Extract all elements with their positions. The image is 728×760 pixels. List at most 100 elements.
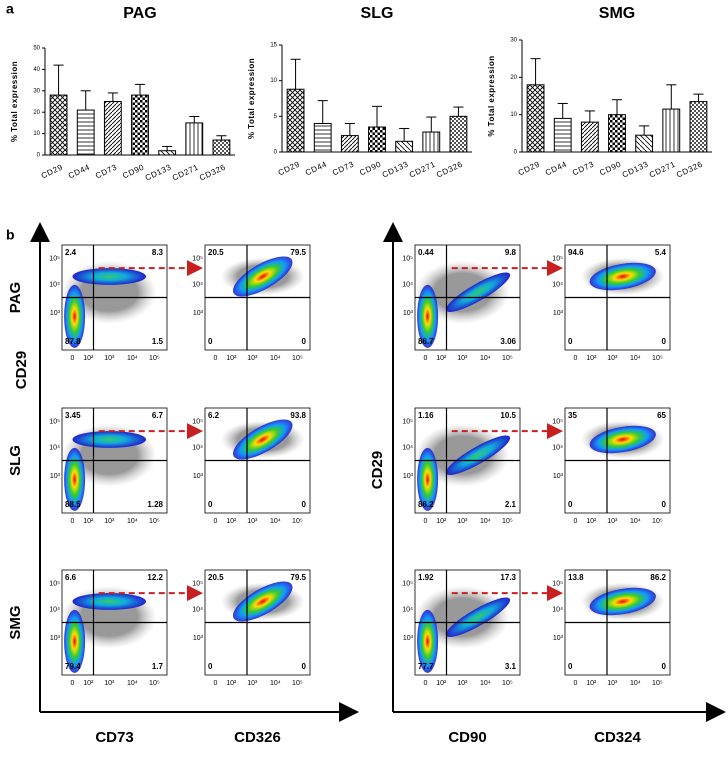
bar <box>635 134 654 153</box>
flow-plot: 20.5 79.5 0 0 0 10² 10³ 10⁴ 10⁵ 10³ 10⁴ 10⁵ <box>192 569 311 687</box>
x-tick-label: CD44 <box>544 160 569 178</box>
x-axis-label: CD324 <box>594 729 641 746</box>
quadrant-value: 93.8 <box>290 411 306 420</box>
bar <box>608 114 626 153</box>
quadrant-value: 0 <box>208 662 213 671</box>
x-tick-label: CD133 <box>144 163 173 183</box>
density <box>445 272 511 313</box>
quadrant-value: 1.5 <box>152 337 164 346</box>
y-tick-label: 10⁴ <box>402 445 413 452</box>
quadrant-value: 20.5 <box>208 248 224 257</box>
flow-plot: 1.16 10.5 86.2 2.1 0 10² 10³ 10⁴ 10⁵ 10³ 10⁴ 10⁵ <box>402 407 521 525</box>
x-tick-label: 10² <box>436 518 447 525</box>
flow-plot: 6.2 93.8 0 0 0 10² 10³ 10⁴ 10⁵ 10³ 10⁴ 10⁵ <box>192 407 311 525</box>
bar <box>76 109 95 156</box>
density <box>445 435 511 476</box>
x-tick-label: 10⁵ <box>149 355 160 362</box>
y-tick-label: 10³ <box>553 473 564 480</box>
flow-plot: 20.5 79.5 0 0 0 10² 10³ 10⁴ 10⁵ 10³ 10⁴ 10⁵ <box>192 244 311 362</box>
y-tick-label: 10⁵ <box>552 580 563 587</box>
quadrant-value: 0 <box>662 662 667 671</box>
quadrant-value: 6.6 <box>65 573 77 582</box>
y-tick-label: 10³ <box>50 473 61 480</box>
density <box>64 284 86 348</box>
bar <box>340 135 359 153</box>
quadrant-value: 6.2 <box>208 411 220 420</box>
x-tick-label: 10³ <box>607 518 618 525</box>
event-cloud <box>415 423 510 487</box>
quadrant-value: 1.28 <box>147 500 163 509</box>
quadrant-value: 87.8 <box>65 337 81 346</box>
chart-title: SLG <box>361 5 394 22</box>
bar <box>395 140 414 153</box>
x-tick-label: 0 <box>214 518 218 525</box>
x-tick-label: 10⁴ <box>127 680 138 687</box>
quadrant-value: 86.2 <box>650 573 666 582</box>
quadrant-value: 0 <box>662 337 667 346</box>
x-tick-label: 10² <box>436 680 447 687</box>
quadrant-value: 1.92 <box>418 573 434 582</box>
x-tick-label: CD29 <box>277 160 302 178</box>
bar <box>422 131 441 153</box>
x-tick-label: 0 <box>424 355 428 362</box>
x-tick-label: CD90 <box>358 160 383 178</box>
y-tick-label: 10³ <box>193 635 204 642</box>
x-tick-label: CD44 <box>67 163 92 181</box>
density <box>232 419 293 460</box>
quadrant-value: 86.2 <box>418 500 434 509</box>
x-tick-label: CD73 <box>331 160 356 178</box>
x-tick-label: 0 <box>424 680 428 687</box>
x-tick-label: 10³ <box>607 680 618 687</box>
x-tick-label: 10² <box>586 355 597 362</box>
x-tick-label: 10³ <box>104 518 115 525</box>
y-tick-label: 10⁵ <box>192 580 203 587</box>
quadrant-value: 17.3 <box>500 573 516 582</box>
bar <box>662 108 681 153</box>
y-tick-label: 10⁴ <box>49 607 60 614</box>
quadrant-value: 1.7 <box>152 662 164 671</box>
x-tick-label: 10⁴ <box>480 355 491 362</box>
quadrant-value: 13.8 <box>568 573 584 582</box>
quadrant-value: 0 <box>662 500 667 509</box>
panel-label: b <box>6 227 15 243</box>
x-tick-label: 10² <box>586 680 597 687</box>
density <box>417 284 439 348</box>
x-tick-label: 10⁴ <box>127 518 138 525</box>
y-tick-label: 10⁵ <box>402 418 413 425</box>
y-tick-label: 50 <box>33 46 40 52</box>
x-tick-label: 0 <box>71 355 75 362</box>
x-tick-label: 10² <box>226 355 237 362</box>
x-tick-label: 10³ <box>457 518 468 525</box>
x-tick-label: 10⁴ <box>630 518 641 525</box>
row-label: SMG <box>7 605 24 639</box>
x-tick-label: 0 <box>424 518 428 525</box>
x-tick-label: CD133 <box>621 160 650 180</box>
quadrant-value: 79.4 <box>65 662 81 671</box>
density <box>417 447 439 511</box>
x-tick-label: CD326 <box>435 160 464 180</box>
x-tick-label: 0 <box>574 518 578 525</box>
x-tick-label: 10² <box>83 518 94 525</box>
x-tick-label: CD73 <box>94 163 119 181</box>
quadrant-value: 9.8 <box>505 248 517 257</box>
y-tick-label: 0 <box>514 150 518 156</box>
x-tick-label: 10⁵ <box>149 518 160 525</box>
quadrant-value: 0 <box>208 500 213 509</box>
x-tick-label: 0 <box>574 355 578 362</box>
x-tick-label: 10⁵ <box>652 518 663 525</box>
x-tick-label: 10⁴ <box>270 355 281 362</box>
x-tick-label: 10⁴ <box>630 680 641 687</box>
density <box>232 581 293 622</box>
bar <box>185 122 204 156</box>
x-axis-label: CD90 <box>448 729 486 746</box>
flow-plot: 0.44 9.8 86.7 3.06 0 10² 10³ 10⁴ 10⁵ 10³ 10⁴ 10⁵ <box>402 244 521 362</box>
quadrant-value: 3.1 <box>505 662 517 671</box>
y-tick-label: 10⁵ <box>402 580 413 587</box>
x-tick-label: CD326 <box>675 160 704 180</box>
x-tick-label: 10² <box>83 680 94 687</box>
y-tick-label: 10⁵ <box>49 418 60 425</box>
x-tick-label: 10² <box>226 518 237 525</box>
x-tick-label: 10³ <box>247 355 258 362</box>
quadrant-value: 3.06 <box>500 337 516 346</box>
y-tick-label: 10⁴ <box>49 445 60 452</box>
